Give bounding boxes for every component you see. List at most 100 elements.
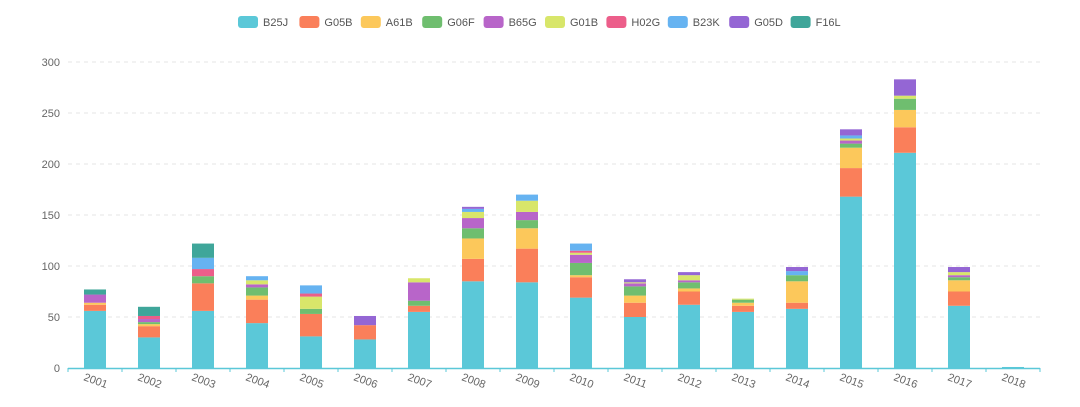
bar-segment-g05b-2017[interactable] <box>948 291 970 306</box>
bar-segment-a61b-2013[interactable] <box>732 302 754 306</box>
bar-segment-g05d-2016[interactable] <box>894 79 916 96</box>
legend-item-f16l[interactable]: F16L <box>790 16 841 29</box>
bar-segment-g05b-2009[interactable] <box>516 248 538 283</box>
bar-segment-g06f-2009[interactable] <box>516 220 538 229</box>
bar-segment-g01b-2017[interactable] <box>948 272 970 276</box>
bar-segment-g05d-2017[interactable] <box>948 267 970 273</box>
bar-segment-b23k-2014[interactable] <box>786 271 808 276</box>
bar-segment-a61b-2002[interactable] <box>138 324 160 327</box>
bar-segment-g05d-2014[interactable] <box>786 267 808 272</box>
bar-segment-b65g-2011[interactable] <box>624 283 646 287</box>
legend-item-g05d[interactable]: G05D <box>729 16 783 29</box>
bar-segment-g06f-2005[interactable] <box>300 308 322 314</box>
bar-segment-g05b-2001[interactable] <box>84 304 106 311</box>
bar-segment-f16l-2001[interactable] <box>84 289 106 295</box>
bar-segment-a61b-2016[interactable] <box>894 109 916 128</box>
bar-segment-g05b-2015[interactable] <box>840 168 862 197</box>
bar-segment-g06f-2002[interactable] <box>138 322 160 325</box>
bar-segment-g06f-2007[interactable] <box>408 300 430 306</box>
bar-segment-b65g-2004[interactable] <box>246 284 268 288</box>
bar-segment-b65g-2017[interactable] <box>948 275 970 278</box>
bar-segment-g06f-2017[interactable] <box>948 277 970 281</box>
bar-segment-g06f-2010[interactable] <box>570 262 592 276</box>
bar-segment-b25j-2009[interactable] <box>516 282 538 368</box>
legend-item-a61b[interactable]: A61B <box>360 16 413 29</box>
bar-segment-g01b-2005[interactable] <box>300 296 322 309</box>
bar-segment-g05b-2006[interactable] <box>354 325 376 340</box>
bar-segment-g05b-2010[interactable] <box>570 277 592 298</box>
bar-segment-g06f-2016[interactable] <box>894 98 916 110</box>
bar-segment-g06f-2013[interactable] <box>732 299 754 303</box>
bar-segment-g05b-2005[interactable] <box>300 313 322 337</box>
bar-segment-g06f-2014[interactable] <box>786 275 808 282</box>
bar-segment-f16l-2003[interactable] <box>192 243 214 258</box>
bar-segment-g06f-2004[interactable] <box>246 287 268 296</box>
bar-segment-b65g-2001[interactable] <box>84 294 106 303</box>
legend-item-b25j[interactable]: B25J <box>238 16 288 29</box>
bar-segment-g06f-2011[interactable] <box>624 286 646 296</box>
bar-segment-b23k-2004[interactable] <box>246 276 268 281</box>
bar-segment-g05b-2013[interactable] <box>732 305 754 312</box>
bar-segment-g01b-2007[interactable] <box>408 278 430 283</box>
bar-segment-a61b-2004[interactable] <box>246 295 268 300</box>
bar-segment-g06f-2003[interactable] <box>192 276 214 284</box>
bar-segment-g01b-2015[interactable] <box>840 138 862 141</box>
bar-segment-b25j-2010[interactable] <box>570 297 592 368</box>
legend-item-b23k[interactable]: B23K <box>667 16 721 29</box>
bar-segment-g01b-2010[interactable] <box>570 252 592 255</box>
bar-segment-g01b-2011[interactable] <box>624 282 646 284</box>
bar-segment-b25j-2003[interactable] <box>192 310 214 368</box>
bar-segment-g05b-2012[interactable] <box>678 291 700 305</box>
bar-segment-b25j-2008[interactable] <box>462 281 484 368</box>
bar-segment-a61b-2017[interactable] <box>948 280 970 292</box>
bar-segment-h02g-2003[interactable] <box>192 269 214 277</box>
bar-segment-b23k-2003[interactable] <box>192 257 214 270</box>
legend-item-h02g[interactable]: H02G <box>606 16 660 29</box>
bar-segment-b65g-2015[interactable] <box>840 140 862 144</box>
bar-segment-b25j-2013[interactable] <box>732 311 754 368</box>
bar-segment-b25j-2015[interactable] <box>840 196 862 368</box>
bar-segment-a61b-2009[interactable] <box>516 228 538 249</box>
bar-segment-g05b-2003[interactable] <box>192 283 214 311</box>
bar-segment-g01b-2016[interactable] <box>894 95 916 99</box>
bar-segment-g05d-2008[interactable] <box>462 206 484 209</box>
bar-segment-a61b-2015[interactable] <box>840 147 862 169</box>
bar-segment-g06f-2008[interactable] <box>462 228 484 239</box>
bar-segment-g01b-2013[interactable] <box>732 298 754 300</box>
bar-segment-b25j-2004[interactable] <box>246 323 268 368</box>
bar-segment-g05b-2008[interactable] <box>462 258 484 282</box>
bar-segment-a61b-2010[interactable] <box>570 275 592 278</box>
bar-segment-a61b-2008[interactable] <box>462 238 484 259</box>
bar-segment-a61b-2012[interactable] <box>678 288 700 292</box>
bar-segment-b23k-2009[interactable] <box>516 194 538 201</box>
bar-segment-g05d-2011[interactable] <box>624 279 646 283</box>
bar-segment-b65g-2009[interactable] <box>516 211 538 221</box>
bar-segment-a61b-2001[interactable] <box>84 302 106 305</box>
bar-segment-b23k-2010[interactable] <box>570 243 592 251</box>
bar-segment-g05d-2015[interactable] <box>840 129 862 136</box>
bar-segment-b23k-2005[interactable] <box>300 285 322 294</box>
bar-segment-b25j-2014[interactable] <box>786 308 808 368</box>
bar-segment-g01b-2008[interactable] <box>462 211 484 219</box>
bar-segment-a61b-2014[interactable] <box>786 281 808 303</box>
bar-segment-b25j-2002[interactable] <box>138 337 160 368</box>
bar-segment-b25j-2016[interactable] <box>894 152 916 368</box>
bar-segment-b25j-2007[interactable] <box>408 311 430 368</box>
bar-segment-b25j-2018[interactable] <box>1002 366 1024 368</box>
bar-segment-h02g-2002[interactable] <box>138 315 160 320</box>
bar-segment-g01b-2012[interactable] <box>678 275 700 281</box>
bar-segment-h02g-2010[interactable] <box>570 250 592 253</box>
bar-segment-g06f-2015[interactable] <box>840 143 862 148</box>
bar-segment-b23k-2015[interactable] <box>840 135 862 139</box>
bar-segment-g05b-2014[interactable] <box>786 302 808 309</box>
bar-segment-h02g-2005[interactable] <box>300 293 322 297</box>
bar-segment-b25j-2011[interactable] <box>624 317 646 368</box>
bar-segment-f16l-2002[interactable] <box>138 306 160 316</box>
bar-segment-b23k-2008[interactable] <box>462 208 484 212</box>
bar-segment-g06f-2012[interactable] <box>678 282 700 289</box>
bar-segment-g01b-2009[interactable] <box>516 200 538 212</box>
bar-segment-g05d-2006[interactable] <box>354 315 376 326</box>
bar-segment-b65g-2010[interactable] <box>570 254 592 263</box>
bar-segment-b25j-2005[interactable] <box>300 336 322 368</box>
bar-segment-b25j-2017[interactable] <box>948 305 970 368</box>
